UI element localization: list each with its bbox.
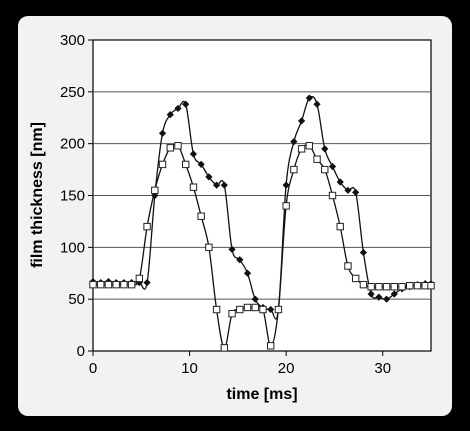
gridlines [93, 91, 431, 300]
square-point [158, 160, 167, 169]
diamond-point [344, 186, 352, 194]
diamond-point [282, 181, 290, 189]
diamond-point [220, 181, 228, 189]
square-point [359, 280, 368, 289]
axis-ticks: 0 50 100 150 200 250 300 0 10 20 30 [60, 32, 391, 377]
square-point [251, 303, 259, 312]
square-point [205, 243, 213, 252]
square-point [220, 344, 229, 352]
diamond-point [290, 137, 298, 146]
diamond-point [174, 104, 182, 113]
y-tick-label: 100 [60, 239, 85, 256]
square-point [236, 305, 244, 314]
diamond-point [267, 305, 275, 314]
square-point [89, 280, 97, 289]
square-point [382, 283, 391, 291]
square-point [321, 165, 329, 174]
square-point [135, 274, 144, 283]
square-point [274, 305, 283, 314]
square-point [336, 222, 344, 231]
x-tick-label: 10 [181, 360, 198, 377]
y-axis-title: film thickness [nm] [29, 122, 46, 268]
square-point [282, 202, 290, 210]
diamond-point [336, 178, 344, 186]
x-tick-label: 30 [374, 360, 391, 377]
diamond-point [305, 94, 313, 102]
diamond-point [328, 162, 337, 171]
y-tick-label: 250 [60, 84, 85, 101]
square-point [406, 281, 414, 290]
square-point [427, 281, 435, 290]
square-point [328, 191, 337, 200]
square-point [266, 342, 275, 350]
square-point [413, 281, 422, 290]
diamond-point [352, 188, 360, 196]
square-point [344, 262, 352, 270]
square-point [375, 283, 383, 291]
square-point [297, 145, 306, 153]
diamond-point [166, 111, 174, 119]
square-point [143, 222, 151, 231]
y-tick-label: 150 [60, 188, 85, 205]
square-point [166, 144, 174, 152]
square-point [259, 305, 267, 314]
square-point [243, 303, 252, 312]
series-2 [89, 142, 435, 352]
square-point [104, 280, 113, 289]
square-point [97, 280, 105, 289]
series-layer [89, 94, 435, 352]
diamond-point [297, 117, 306, 125]
diamond-point [359, 248, 367, 257]
diamond-point [197, 160, 205, 168]
diamond-point [228, 245, 236, 254]
y-tick-label: 50 [68, 291, 85, 308]
diamond-point [243, 269, 252, 277]
square-point [120, 280, 128, 289]
diamond-point [182, 100, 190, 108]
square-point [212, 305, 221, 314]
diamond-point [205, 173, 213, 181]
square-point [305, 142, 314, 150]
square-point [313, 155, 321, 163]
square-point [112, 280, 120, 289]
diamond-point [313, 100, 321, 108]
square-point [228, 309, 236, 318]
diamond-point [189, 150, 198, 158]
diamond-point [321, 145, 329, 153]
diamond-point [213, 181, 221, 189]
square-point [182, 160, 190, 169]
diamond-point [251, 295, 259, 303]
square-point [351, 274, 360, 283]
diamond-point [236, 256, 244, 264]
square-point [290, 165, 298, 174]
square-point [174, 142, 182, 150]
x-axis-title: time [ms] [226, 386, 297, 403]
diamond-point [367, 290, 375, 298]
y-tick-label: 300 [60, 32, 85, 49]
square-point [127, 280, 136, 289]
square-point [151, 186, 159, 195]
diamond-point [375, 293, 383, 301]
diamond-point [382, 295, 391, 303]
square-point [398, 283, 406, 291]
square-point [390, 283, 399, 291]
diamond-point [158, 129, 167, 137]
y-tick-label: 200 [60, 136, 85, 153]
diamond-point [143, 278, 151, 287]
x-tick-label: 20 [278, 360, 295, 377]
x-tick-label: 0 [89, 360, 97, 377]
square-point [197, 212, 205, 220]
diamond-point [390, 290, 398, 298]
square-point [367, 283, 375, 291]
y-tick-label: 0 [77, 343, 85, 360]
square-point [189, 183, 198, 191]
